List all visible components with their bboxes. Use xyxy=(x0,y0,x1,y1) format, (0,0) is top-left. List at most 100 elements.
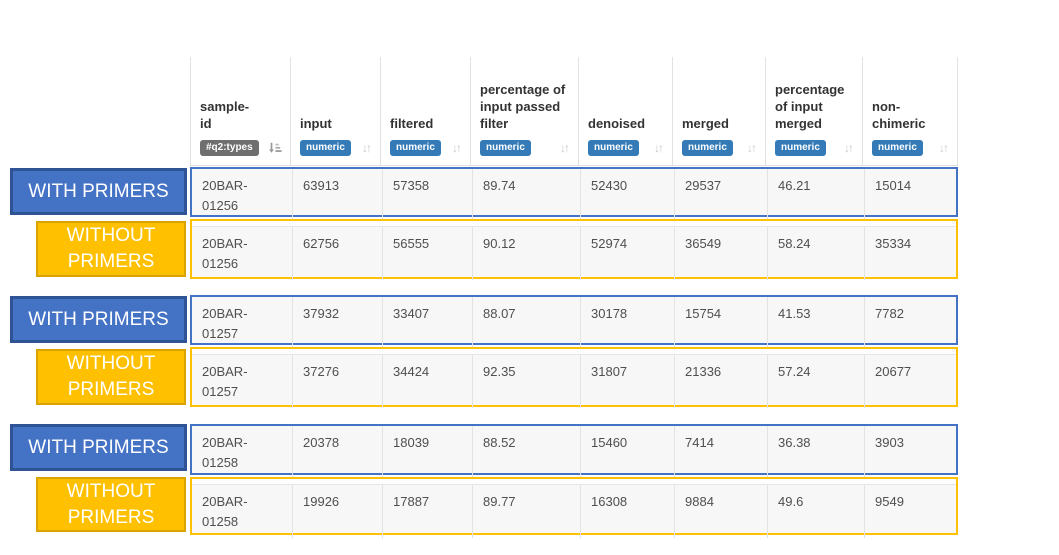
column-meta: #q2:types xyxy=(200,140,282,156)
cell-row: 20BAR-01257 37932 33407 88.07 30178 1575… xyxy=(192,297,956,350)
column-header-filtered[interactable]: filtered numeric ↓↑ xyxy=(380,57,470,165)
row-top-sliver xyxy=(192,221,956,227)
table-cell-input: 62756 xyxy=(292,227,382,280)
sort-icon[interactable]: ↓↑ xyxy=(747,141,757,155)
table-row-with-primers-01258: 20BAR-01258 20378 18039 88.52 15460 7414… xyxy=(190,424,958,479)
cell-row: 20BAR-01258 20378 18039 88.52 15460 7414… xyxy=(192,426,956,479)
row-top-sliver xyxy=(192,349,956,355)
table-cell-non-chimeric: 20677 xyxy=(864,355,960,408)
table-cell-percentage-passed-filter: 89.74 xyxy=(472,169,580,222)
sort-icon[interactable]: ↓↑ xyxy=(844,141,854,155)
column-meta: numeric ↓↑ xyxy=(588,140,664,156)
column-meta: numeric ↓↑ xyxy=(682,140,757,156)
annotation-without-primers-1: WITHOUT PRIMERS xyxy=(36,221,186,277)
cell-row: 20BAR-01256 63913 57358 89.74 52430 2953… xyxy=(192,169,956,222)
sort-amount-icon[interactable] xyxy=(268,141,282,155)
numeric-badge: numeric xyxy=(588,140,639,156)
annotation-with-primers-2: WITH PRIMERS xyxy=(10,296,187,343)
column-label: percentage of input merged xyxy=(775,82,845,132)
numeric-badge: numeric xyxy=(872,140,923,156)
column-header-merged[interactable]: merged numeric ↓↑ xyxy=(672,57,765,165)
table-cell-input: 37932 xyxy=(292,297,382,350)
table-cell-denoised: 16308 xyxy=(580,485,674,538)
table-cell-input: 63913 xyxy=(292,169,382,222)
table-cell-merged: 9884 xyxy=(674,485,767,538)
table-cell-percentage-passed-filter: 92.35 xyxy=(472,355,580,408)
sort-icon[interactable]: ↓↑ xyxy=(939,141,949,155)
table-cell-merged: 15754 xyxy=(674,297,767,350)
table-cell-denoised: 31807 xyxy=(580,355,674,408)
table-cell-sample-id: 20BAR-01257 xyxy=(202,364,248,399)
table-cell-percentage-passed-filter: 90.12 xyxy=(472,227,580,280)
annotation-with-primers-1: WITH PRIMERS xyxy=(10,168,187,215)
row-top-sliver xyxy=(192,479,956,485)
q2-types-badge: #q2:types xyxy=(200,140,259,156)
column-header-sample-id[interactable]: sample-id #q2:types xyxy=(190,57,290,165)
annotation-with-primers-3: WITH PRIMERS xyxy=(10,424,187,471)
numeric-badge: numeric xyxy=(480,140,531,156)
annotation-without-primers-3: WITHOUT PRIMERS xyxy=(36,477,186,532)
table-cell-filtered: 34424 xyxy=(382,355,472,408)
table-header: sample-id #q2:types input numeric ↓↑ fil… xyxy=(190,57,958,166)
table-cell-denoised: 15460 xyxy=(580,426,674,479)
table-row-without-primers-01256: 20BAR-01256 62756 56555 90.12 52974 3654… xyxy=(190,219,958,280)
table-cell-non-chimeric: 7782 xyxy=(864,297,960,350)
table-cell-filtered: 57358 xyxy=(382,169,472,222)
column-label: sample-id xyxy=(200,99,250,132)
table-cell-percentage-merged: 46.21 xyxy=(767,169,864,222)
table-cell-input: 20378 xyxy=(292,426,382,479)
column-label: input xyxy=(300,116,332,132)
column-label: merged xyxy=(682,116,729,132)
column-label: denoised xyxy=(588,116,646,132)
column-meta: numeric ↓↑ xyxy=(300,140,372,156)
table-cell-merged: 21336 xyxy=(674,355,767,408)
table-cell-percentage-merged: 36.38 xyxy=(767,426,864,479)
table-cell-denoised: 52430 xyxy=(580,169,674,222)
table-cell-non-chimeric: 9549 xyxy=(864,485,960,538)
column-meta: numeric ↓↑ xyxy=(775,140,854,156)
table-row-without-primers-01257: 20BAR-01257 37276 34424 92.35 31807 2133… xyxy=(190,347,958,408)
sort-icon[interactable]: ↓↑ xyxy=(362,141,372,155)
table-cell-filtered: 18039 xyxy=(382,426,472,479)
table-cell-percentage-passed-filter: 88.07 xyxy=(472,297,580,350)
table-row-with-primers-01257: 20BAR-01257 37932 33407 88.07 30178 1575… xyxy=(190,295,958,350)
table-cell-merged: 36549 xyxy=(674,227,767,280)
table-cell-input: 37276 xyxy=(292,355,382,408)
column-header-non-chimeric[interactable]: non-chimeric numeric ↓↑ xyxy=(862,57,958,165)
sort-icon[interactable]: ↓↑ xyxy=(560,141,570,155)
column-meta: numeric ↓↑ xyxy=(480,140,570,156)
cell-row: 20BAR-01256 62756 56555 90.12 52974 3654… xyxy=(192,227,956,280)
table-cell-merged: 29537 xyxy=(674,169,767,222)
table-cell-sample-id: 20BAR-01256 xyxy=(202,178,248,213)
table-cell-filtered: 56555 xyxy=(382,227,472,280)
cell-row: 20BAR-01257 37276 34424 92.35 31807 2133… xyxy=(192,355,956,408)
sort-icon[interactable]: ↓↑ xyxy=(654,141,664,155)
table-row-with-primers-01256: 20BAR-01256 63913 57358 89.74 52430 2953… xyxy=(190,167,958,222)
numeric-badge: numeric xyxy=(682,140,733,156)
table-cell-merged: 7414 xyxy=(674,426,767,479)
table-cell-percentage-merged: 57.24 xyxy=(767,355,864,408)
sort-icon[interactable]: ↓↑ xyxy=(452,141,462,155)
column-label: non-chimeric xyxy=(872,99,926,132)
column-header-percentage-merged[interactable]: percentage of input merged numeric ↓↑ xyxy=(765,57,862,165)
table-cell-sample-id: 20BAR-01258 xyxy=(202,435,248,470)
column-meta: numeric ↓↑ xyxy=(872,140,949,156)
table-row-without-primers-01258: 20BAR-01258 19926 17887 89.77 16308 9884… xyxy=(190,477,960,538)
column-header-input[interactable]: input numeric ↓↑ xyxy=(290,57,380,165)
table-cell-non-chimeric: 15014 xyxy=(864,169,960,222)
column-header-percentage-passed-filter[interactable]: percentage of input passed filter numeri… xyxy=(470,57,578,165)
numeric-badge: numeric xyxy=(300,140,351,156)
column-label: filtered xyxy=(390,116,434,132)
table-cell-percentage-merged: 41.53 xyxy=(767,297,864,350)
table-cell-sample-id: 20BAR-01257 xyxy=(202,306,248,341)
table-cell-non-chimeric: 3903 xyxy=(864,426,960,479)
column-meta: numeric ↓↑ xyxy=(390,140,462,156)
table-cell-percentage-merged: 58.24 xyxy=(767,227,864,280)
table-cell-filtered: 17887 xyxy=(382,485,472,538)
table-cell-filtered: 33407 xyxy=(382,297,472,350)
column-header-denoised[interactable]: denoised numeric ↓↑ xyxy=(578,57,672,165)
annotation-without-primers-2: WITHOUT PRIMERS xyxy=(36,349,186,405)
table-cell-non-chimeric: 35334 xyxy=(864,227,960,280)
numeric-badge: numeric xyxy=(390,140,441,156)
